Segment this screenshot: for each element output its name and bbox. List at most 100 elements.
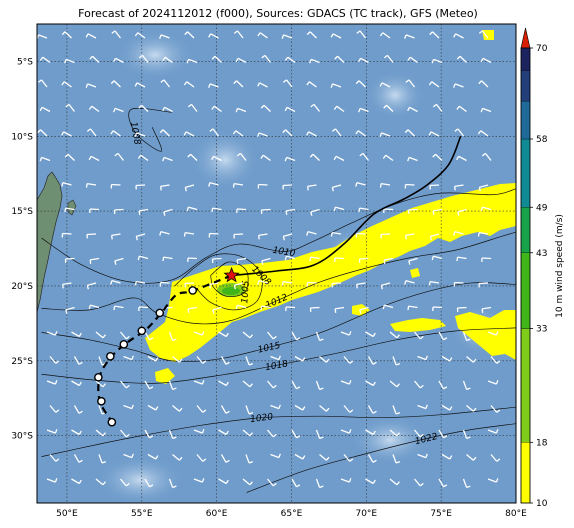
wind-barb: [359, 306, 369, 314]
wind-barb-staff: [392, 356, 397, 366]
wind-barb: [453, 231, 464, 236]
wind-barb: [404, 129, 415, 137]
wind-barb-staff: [220, 405, 227, 414]
wind-barb-flag: [281, 34, 285, 39]
wind-barb-staff: [441, 453, 451, 460]
wind-barb-staff: [196, 454, 204, 462]
wind-barb-staff: [218, 478, 227, 485]
wind-barb-staff: [137, 32, 146, 39]
wind-barb-flag: [149, 435, 154, 439]
wind-barb: [61, 31, 72, 39]
wind-barb: [120, 380, 130, 389]
wind-barb: [89, 257, 100, 264]
wind-barb-staff: [310, 256, 320, 260]
wind-barb: [183, 231, 195, 237]
wind-barb: [319, 405, 330, 412]
wind-barb: [487, 478, 499, 483]
wind-barb-flag: [310, 211, 313, 216]
wind-barb-flag: [138, 54, 143, 59]
wind-barb-staff: [407, 129, 415, 137]
wind-barb: [160, 79, 171, 88]
wind-barb: [355, 80, 366, 88]
wind-barb: [168, 429, 177, 440]
wind-barb-staff: [87, 282, 97, 286]
colorbar-tick-label: 70: [536, 44, 548, 54]
wind-barb-staff: [291, 429, 298, 439]
wind-barb-staff: [490, 405, 498, 413]
wind-barb-flag: [453, 231, 456, 236]
wind-barb-flag: [64, 59, 67, 64]
wind-barb-staff: [409, 56, 418, 64]
wind-barb-flag: [54, 380, 58, 385]
wind-barb: [65, 103, 76, 112]
wind-barb-staff: [115, 57, 124, 64]
wind-barb-flag: [85, 83, 89, 88]
wind-barb-flag: [358, 207, 361, 213]
isobar-line: [174, 253, 263, 311]
wind-barb-flag: [453, 83, 456, 88]
wind-barb-staff: [357, 130, 366, 137]
wind-barb: [284, 56, 296, 64]
wind-barb: [61, 131, 72, 137]
wind-barb-staff: [340, 478, 350, 483]
wind-barb: [389, 478, 400, 486]
wind-barb-staff: [136, 132, 146, 137]
wind-barb-flag: [456, 55, 461, 60]
wind-barb: [187, 257, 198, 263]
wind-barb: [46, 429, 58, 434]
wind-barb: [137, 255, 149, 261]
latitude-tick-label: 10°S: [11, 132, 33, 142]
wind-barb-flag: [125, 384, 130, 389]
wind-barb-flag: [325, 358, 330, 363]
wind-barb: [382, 304, 394, 310]
wind-barb-flag: [309, 256, 312, 262]
wind-barb: [186, 206, 198, 212]
wind-barb: [257, 82, 268, 88]
wind-barb-flag: [138, 104, 142, 109]
wind-barb-staff: [258, 233, 268, 237]
wind-barb: [61, 232, 72, 238]
wind-barb-staff: [168, 478, 174, 488]
wind-barb-staff: [414, 478, 421, 487]
wind-barb: [405, 79, 416, 88]
wind-barb: [490, 454, 501, 462]
wind-barb: [73, 454, 83, 463]
wind-barb: [358, 107, 369, 113]
wind-barb-staff: [147, 404, 157, 411]
wind-barb: [309, 306, 320, 312]
wind-barb-staff: [262, 154, 271, 162]
wind-barb: [163, 208, 173, 216]
wind-barb-flag: [202, 409, 207, 413]
wind-barb-flag: [349, 360, 354, 364]
wind-barb-staff: [294, 355, 304, 362]
wind-barb: [208, 282, 219, 289]
wind-barb-staff: [482, 206, 492, 211]
wind-barb-staff: [267, 380, 274, 389]
wind-barb-flag: [379, 183, 382, 188]
wind-barb-staff: [490, 356, 498, 364]
wind-barb-flag: [208, 284, 211, 289]
wind-barb-staff: [235, 130, 244, 137]
wind-barb: [285, 208, 296, 215]
wind-barb-staff: [286, 106, 296, 113]
latitude-tick-labels: 5°S 10°S 15°S 20°S 25°S 30°S: [11, 57, 33, 441]
wind-barb-staff: [141, 55, 149, 63]
wind-barb-flag: [257, 32, 261, 37]
wind-barb: [407, 56, 418, 64]
wind-barb-flag: [404, 129, 409, 134]
wind-barb-flag: [78, 430, 82, 435]
wind-barb-staff: [162, 129, 170, 137]
wind-barb: [46, 331, 58, 336]
wind-barb: [37, 129, 48, 137]
wind-barb-flag: [472, 407, 477, 412]
wind-barb: [196, 356, 207, 364]
wind-barb-staff: [405, 34, 415, 39]
wind-barb-staff: [212, 207, 222, 211]
wind-barb: [291, 331, 301, 341]
wind-barb: [233, 282, 244, 290]
wind-barb-staff: [343, 356, 351, 364]
wind-barb: [456, 306, 467, 312]
wind-barb: [236, 208, 247, 214]
wind-barb-staff: [212, 306, 222, 311]
wind-barb-staff: [49, 356, 57, 364]
